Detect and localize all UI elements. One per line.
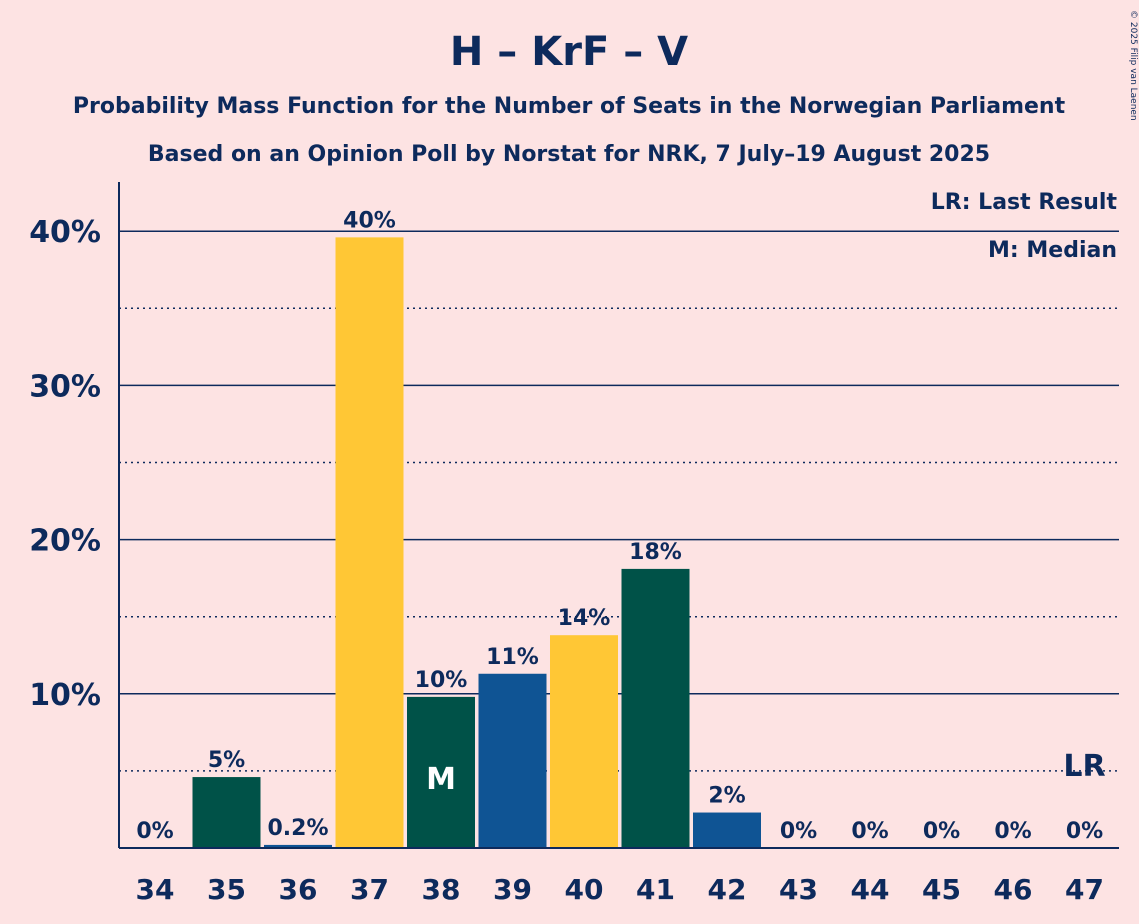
data-label: 11%	[486, 645, 539, 670]
bar	[478, 673, 547, 848]
bar	[621, 568, 690, 848]
x-tick-label: 42	[708, 873, 747, 906]
y-tick-label: 40%	[29, 215, 101, 250]
data-label: 14%	[558, 606, 611, 631]
median-marker: M	[426, 762, 456, 797]
x-tick-label: 37	[350, 873, 389, 906]
x-tick-label: 39	[493, 873, 532, 906]
x-tick-label: 47	[1065, 873, 1104, 906]
data-label: 5%	[208, 748, 245, 773]
bars	[192, 237, 761, 849]
data-label: 10%	[415, 668, 468, 693]
x-tick-label: 44	[851, 873, 890, 906]
bar	[264, 844, 332, 848]
x-tick-label: 40	[565, 873, 604, 906]
chart-title: H – KrF – V	[450, 29, 688, 75]
x-tick-label: 38	[422, 873, 461, 906]
last-result-marker: LR	[1063, 749, 1105, 784]
x-tick-label: 41	[636, 873, 675, 906]
data-label: 0%	[923, 819, 960, 844]
data-label: 18%	[629, 540, 682, 565]
bar	[335, 237, 404, 849]
x-tick-label: 45	[922, 873, 961, 906]
x-tick-label: 43	[779, 873, 818, 906]
x-tick-label: 35	[207, 873, 246, 906]
chart-subtitle-2: Based on an Opinion Poll by Norstat for …	[148, 142, 990, 167]
legend-last-result: LR: Last Result	[931, 190, 1118, 215]
data-label: 0.2%	[267, 816, 328, 841]
data-label: 0%	[1066, 819, 1103, 844]
x-tick-label: 34	[136, 873, 175, 906]
data-label: 40%	[343, 208, 396, 233]
y-tick-label: 20%	[29, 524, 101, 559]
bar	[693, 812, 761, 848]
copyright-text: © 2025 Filip van Laenen	[1128, 10, 1138, 121]
data-label: 0%	[136, 819, 173, 844]
legend-median: M: Median	[988, 238, 1117, 263]
bar	[192, 777, 261, 848]
data-label: 2%	[708, 784, 745, 809]
data-labels: 0% 5% 0.2% 40% 10% 11% 14% 18% 2% 0% 0% 0% 0% 0% M LR	[136, 208, 1105, 844]
gridlines	[119, 230, 1119, 772]
bar	[407, 696, 475, 848]
bar	[550, 635, 618, 848]
chart-subtitle-1: Probability Mass Function for the Number…	[73, 94, 1066, 119]
data-label: 0%	[851, 819, 888, 844]
axes: 10% 20% 30% 40% 34 35 36 37 38 39 40 41 42 43 44 45 46 47	[29, 182, 1119, 906]
x-tick-label: 46	[994, 873, 1033, 906]
x-tick-label: 36	[279, 873, 318, 906]
data-label: 0%	[994, 819, 1031, 844]
y-tick-label: 10%	[29, 678, 101, 713]
data-label: 0%	[780, 819, 817, 844]
y-tick-label: 30%	[29, 369, 101, 404]
